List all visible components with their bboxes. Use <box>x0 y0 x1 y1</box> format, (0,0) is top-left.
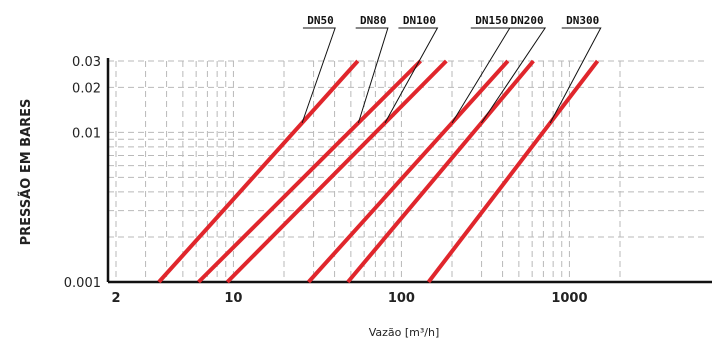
grid-lines <box>108 60 708 282</box>
leader-line-dn300 <box>549 27 602 124</box>
series-layer <box>157 59 600 284</box>
series-labels: DN50 DN80 DN100 DN150 DN200 DN300 <box>301 14 602 124</box>
series-label-dn50: DN50 <box>307 14 334 27</box>
x-tick-label: 1000 <box>551 291 587 306</box>
series-line-dn150 <box>307 59 510 284</box>
series-line-dn200 <box>346 59 535 284</box>
leader-line-dn80 <box>355 27 389 124</box>
y-axis-label: PRESSÃO EM BARES <box>18 99 34 246</box>
leader-line-dn50 <box>301 27 336 124</box>
series-line-dn80 <box>197 59 422 284</box>
series-line-dn300 <box>426 59 600 284</box>
leader-line-dn100 <box>384 27 439 124</box>
x-tick-label: 2 <box>111 291 120 306</box>
series-label-dn150: DN150 <box>475 14 508 27</box>
series-line-dn100 <box>225 59 448 284</box>
series-line-dn50 <box>157 59 360 284</box>
y-tick-label: 0.03 <box>72 55 101 70</box>
leader-line-dn150 <box>451 27 511 124</box>
series-label-dn100: DN100 <box>403 14 436 27</box>
series-label-dn200: DN200 <box>511 14 544 27</box>
y-tick-label: 0.01 <box>72 126 101 141</box>
tick-labels: 2 10 100 1000 0.001 0.01 0.02 0.03 <box>64 55 588 306</box>
y-tick-label: 0.02 <box>72 81 101 96</box>
x-tick-label: 10 <box>224 291 242 306</box>
series-label-dn300: DN300 <box>566 14 599 27</box>
x-tick-label: 100 <box>388 291 415 306</box>
series-label-dn80: DN80 <box>360 14 387 27</box>
y-tick-label: 0.001 <box>64 276 101 291</box>
x-axis-label: Vazão [m³/h] <box>369 326 440 339</box>
leader-line-dn200 <box>481 27 547 124</box>
axes <box>106 58 712 284</box>
